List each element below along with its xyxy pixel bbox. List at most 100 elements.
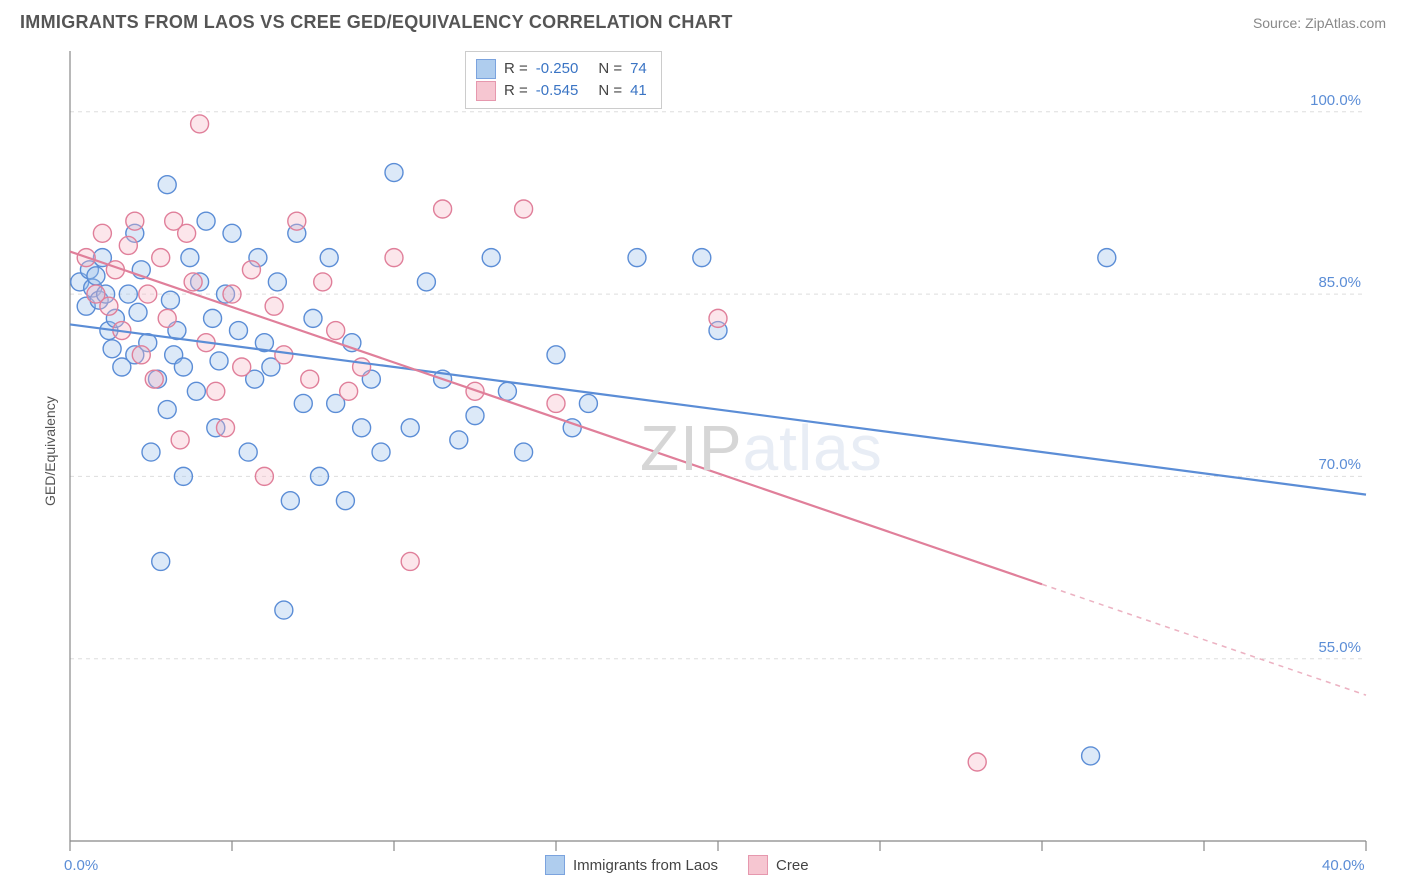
data-point	[233, 358, 251, 376]
data-point	[434, 200, 452, 218]
data-point	[482, 249, 500, 267]
legend-r-label: R =	[504, 80, 528, 102]
data-point	[158, 401, 176, 419]
chart-title: IMMIGRANTS FROM LAOS VS CREE GED/EQUIVAL…	[20, 12, 733, 33]
data-point	[152, 249, 170, 267]
data-point	[515, 443, 533, 461]
legend-series-name: Immigrants from Laos	[573, 857, 718, 874]
data-point	[132, 346, 150, 364]
legend-row: R = -0.545 N = 41	[476, 80, 647, 102]
data-point	[158, 176, 176, 194]
data-point	[174, 358, 192, 376]
data-point	[239, 443, 257, 461]
data-point	[281, 492, 299, 510]
correlation-legend: R = -0.250 N = 74 R = -0.545 N = 41	[465, 51, 662, 109]
legend-swatch	[476, 59, 496, 79]
legend-n-value: 74	[630, 58, 647, 80]
data-point	[174, 467, 192, 485]
legend-r-label: R =	[504, 58, 528, 80]
data-point	[968, 753, 986, 771]
legend-swatch	[545, 855, 565, 875]
data-point	[353, 419, 371, 437]
data-point	[119, 285, 137, 303]
data-point	[275, 346, 293, 364]
legend-n-label: N =	[598, 58, 622, 80]
legend-series-item: Cree	[748, 855, 809, 875]
data-point	[628, 249, 646, 267]
data-point	[217, 419, 235, 437]
data-point	[119, 236, 137, 254]
data-point	[268, 273, 286, 291]
data-point	[204, 309, 222, 327]
data-point	[547, 394, 565, 412]
data-point	[340, 382, 358, 400]
data-point	[288, 212, 306, 230]
data-point	[385, 164, 403, 182]
x-tick-label: 40.0%	[1322, 857, 1365, 874]
data-point	[450, 431, 468, 449]
data-point	[320, 249, 338, 267]
data-point	[385, 249, 403, 267]
data-point	[197, 212, 215, 230]
chart-container: GED/Equivalency ZIPatlas R = -0.250N = 7…	[20, 41, 1386, 881]
data-point	[126, 212, 144, 230]
y-tick-label: 55.0%	[1306, 639, 1361, 656]
legend-n-label: N =	[598, 80, 622, 102]
data-point	[1098, 249, 1116, 267]
data-point	[314, 273, 332, 291]
data-point	[353, 358, 371, 376]
legend-series-item: Immigrants from Laos	[545, 855, 718, 875]
y-tick-label: 100.0%	[1306, 92, 1361, 109]
data-point	[229, 322, 247, 340]
y-tick-label: 70.0%	[1306, 456, 1361, 473]
data-point	[709, 309, 727, 327]
data-point	[139, 285, 157, 303]
data-point	[336, 492, 354, 510]
data-point	[401, 419, 419, 437]
data-point	[304, 309, 322, 327]
legend-swatch	[476, 81, 496, 101]
data-point	[100, 297, 118, 315]
data-point	[223, 285, 241, 303]
data-point	[265, 297, 283, 315]
data-point	[210, 352, 228, 370]
y-axis-label: GED/Equivalency	[42, 396, 58, 506]
legend-n-value: 41	[630, 80, 647, 102]
data-point	[181, 249, 199, 267]
data-point	[223, 224, 241, 242]
source-attribution: Source: ZipAtlas.com	[1253, 15, 1386, 31]
legend-row: R = -0.250 N = 74	[476, 58, 647, 80]
legend-r-value: -0.250	[536, 58, 579, 80]
data-point	[401, 552, 419, 570]
data-point	[515, 200, 533, 218]
data-point	[372, 443, 390, 461]
data-point	[129, 303, 147, 321]
data-point	[161, 291, 179, 309]
data-point	[1082, 747, 1100, 765]
data-point	[275, 601, 293, 619]
data-point	[417, 273, 435, 291]
data-point	[87, 267, 105, 285]
legend-swatch	[748, 855, 768, 875]
data-point	[178, 224, 196, 242]
data-point	[327, 322, 345, 340]
legend-r-value: -0.545	[536, 80, 579, 102]
data-point	[145, 370, 163, 388]
data-point	[93, 224, 111, 242]
data-point	[142, 443, 160, 461]
data-point	[301, 370, 319, 388]
data-point	[171, 431, 189, 449]
data-point	[547, 346, 565, 364]
x-tick-label: 0.0%	[64, 857, 98, 874]
data-point	[498, 382, 516, 400]
data-point	[103, 340, 121, 358]
series-legend: Immigrants from Laos Cree	[545, 855, 809, 875]
y-tick-label: 85.0%	[1306, 274, 1361, 291]
data-point	[207, 382, 225, 400]
legend-series-name: Cree	[776, 857, 809, 874]
data-point	[693, 249, 711, 267]
data-point	[579, 394, 597, 412]
data-point	[184, 273, 202, 291]
data-point	[191, 115, 209, 133]
data-point	[152, 552, 170, 570]
